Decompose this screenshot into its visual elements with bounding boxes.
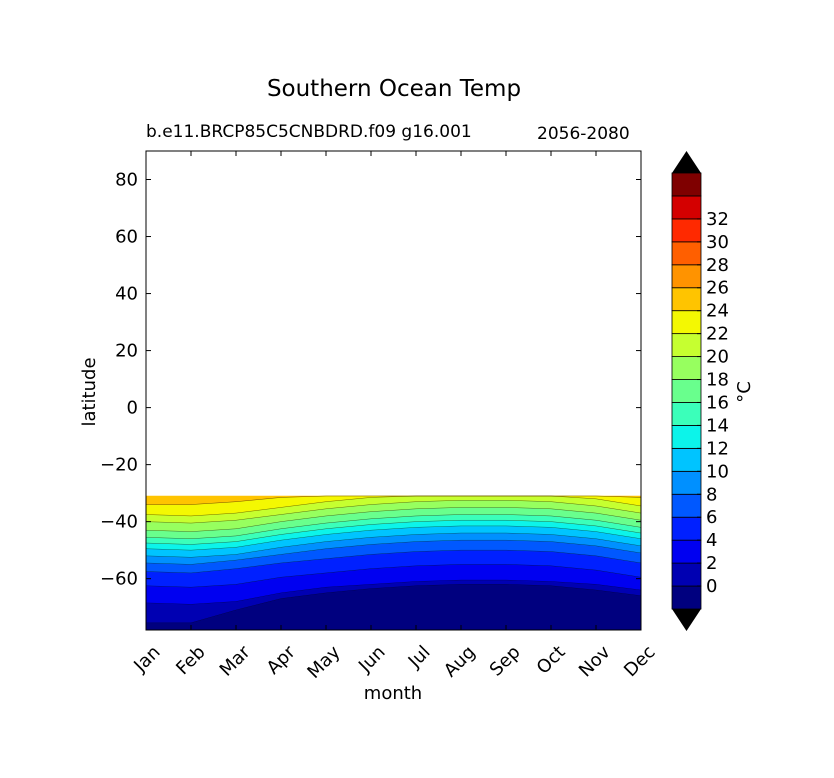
colorbar-swatch <box>671 241 702 266</box>
colorbar-tick-label: 16 <box>706 392 729 413</box>
x-tick-label: Jan <box>129 642 164 677</box>
colorbar-tick-label: 4 <box>706 530 717 551</box>
chart-title: Southern Ocean Temp <box>266 76 522 102</box>
chart-subtitle-case: b.e11.BRCP85C5CNBDRD.f09 g16.001 <box>146 122 472 142</box>
y-axis-label: latitude <box>79 357 100 426</box>
colorbar-swatch <box>671 585 702 610</box>
x-tick-label: Sep <box>486 642 525 681</box>
colorbar-swatch <box>671 425 702 449</box>
x-axis-label: month <box>364 683 422 704</box>
colorbar-tick-label: 22 <box>706 324 729 345</box>
colorbar-tick-label: 8 <box>706 484 717 505</box>
colorbar-swatch <box>671 333 702 357</box>
isotherm-line <box>146 514 641 539</box>
y-tick-label: 40 <box>115 284 138 305</box>
y-tick-label: 60 <box>115 227 138 248</box>
x-tick-label: Nov <box>575 641 615 681</box>
x-tick-label: May <box>303 641 344 682</box>
colorbar-tick-label: 18 <box>706 370 729 391</box>
y-tick-label: −40 <box>100 512 138 533</box>
colorbar-tick-label: 20 <box>706 347 729 368</box>
isotherm-line <box>146 495 641 505</box>
x-tick-label: Feb <box>172 642 209 679</box>
chart-subtitle-years: 2056-2080 <box>537 124 630 144</box>
y-axis: 80 60 40 20 0 −20 −40 −60 <box>100 170 641 590</box>
colorbar-swatch <box>671 195 702 220</box>
isotherm-line <box>146 539 641 565</box>
colorbar-tick-label: 0 <box>706 576 717 597</box>
colorbar-extend-low <box>672 609 701 631</box>
colorbar-tick-label: 2 <box>706 553 717 574</box>
colorbar-swatch <box>671 218 702 243</box>
y-tick-label: 20 <box>115 341 138 362</box>
x-tick-label: Aug <box>440 642 480 682</box>
isotherm-line <box>146 532 641 558</box>
isotherm-line <box>146 495 641 517</box>
colorbar-tick-label: 26 <box>706 278 729 299</box>
x-tick-label: Apr <box>263 641 300 678</box>
colorbar-swatch <box>671 516 702 541</box>
isotherm-line <box>146 564 641 588</box>
colorbar-tick-label: 32 <box>706 209 729 230</box>
colorbar-tick-label: 10 <box>706 461 729 482</box>
colorbar-swatch <box>671 172 702 197</box>
colorbar-swatch <box>671 379 702 403</box>
colorbar-tick-label: 24 <box>706 301 729 322</box>
isotherm-line <box>146 584 641 624</box>
colorbar-tick-label: 14 <box>706 415 729 436</box>
isotherm-line <box>146 507 641 532</box>
colorbar-swatch <box>671 562 702 587</box>
colorbar-swatch <box>671 539 702 564</box>
colorbar-tick-label: 28 <box>706 255 729 276</box>
contour-fill <box>146 495 641 630</box>
colorbar-tick-label: 6 <box>706 507 717 528</box>
y-tick-label: −20 <box>100 455 138 476</box>
colorbar-swatch <box>671 356 702 380</box>
colorbar-tick-label: 12 <box>706 438 729 459</box>
y-tick-label: 0 <box>127 398 138 419</box>
x-tick-label: Jun <box>354 642 389 677</box>
colorbar-swatch <box>671 447 702 472</box>
isotherm-line <box>146 579 641 605</box>
plot-frame <box>145 150 642 631</box>
colorbar-swatch <box>671 402 702 426</box>
colorbar-swatch <box>671 493 702 518</box>
isotherm-line <box>146 520 641 545</box>
isotherm-line <box>146 500 641 524</box>
y-tick-label: −60 <box>100 569 138 590</box>
colorbar-extend-high <box>672 151 701 173</box>
x-tick-label: Jul <box>404 642 435 673</box>
x-tick-label: Mar <box>216 641 255 680</box>
x-tick-label: Oct <box>533 642 570 679</box>
isotherm-line <box>146 549 641 574</box>
x-tick-label: Dec <box>620 642 659 681</box>
colorbar-tick-label: 30 <box>706 232 729 253</box>
colorbar-label: °C <box>734 381 755 403</box>
colorbar-swatch <box>671 264 702 289</box>
colorbar-swatch <box>671 470 702 495</box>
colorbar-swatch <box>671 310 702 335</box>
isotherm-line <box>146 525 641 551</box>
y-tick-label: 80 <box>115 170 138 191</box>
colorbar-swatch <box>671 287 702 312</box>
